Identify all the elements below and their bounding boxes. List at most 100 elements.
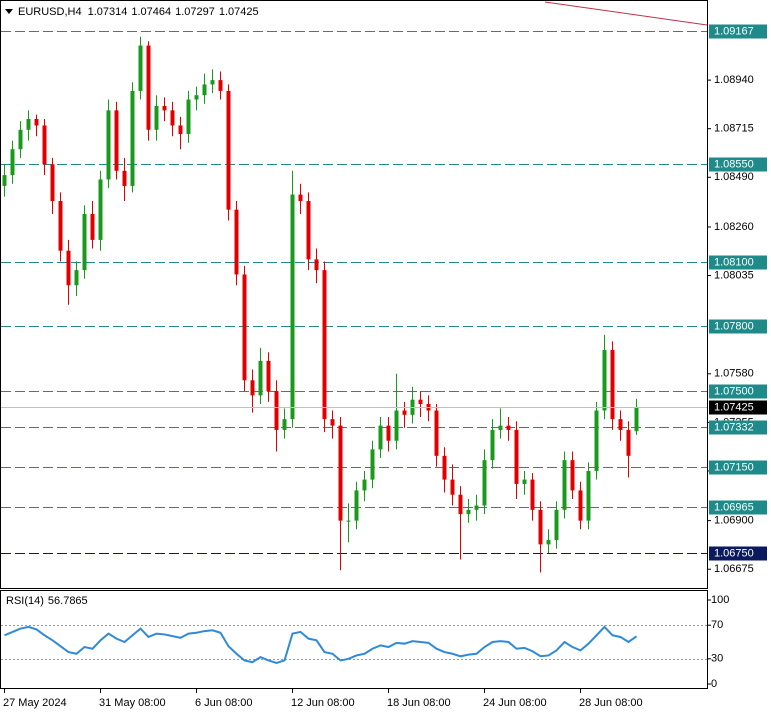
rsi-last: 56.7865	[48, 595, 88, 607]
rsi-title: RSI(14) 56.7865	[6, 595, 88, 607]
candle-body	[26, 118, 31, 130]
candle-body	[578, 490, 583, 521]
high: 1.07464	[131, 6, 171, 18]
candle-body	[610, 350, 615, 420]
level-label: 1.09167	[714, 25, 754, 37]
candle-body	[514, 429, 519, 484]
candle-body	[570, 460, 575, 491]
menu-arrow[interactable]	[5, 9, 13, 14]
y-tick-label: 1.06675	[714, 563, 754, 575]
candle-body	[618, 419, 623, 430]
candle-body	[434, 410, 439, 456]
rsi-y-tick-label: 100	[711, 594, 729, 606]
x-tick-label: 31 May 08:00	[99, 697, 166, 709]
level-label: 1.08100	[714, 256, 754, 268]
candle-body	[98, 179, 103, 240]
x-tick-label: 6 Jun 08:00	[195, 697, 253, 709]
level-label: 1.07500	[714, 385, 754, 397]
candle-body	[346, 520, 351, 522]
candle-body	[218, 80, 223, 91]
candle-body	[602, 350, 607, 411]
close: 1.07425	[219, 6, 259, 18]
open: 1.07314	[88, 6, 128, 18]
candle-body	[458, 494, 463, 515]
candle-body	[258, 360, 263, 396]
low: 1.07297	[175, 6, 215, 18]
level-box	[709, 319, 767, 334]
level-label: 1.06965	[714, 501, 754, 513]
candle-body	[106, 110, 111, 180]
rsi-frame	[0, 590, 708, 689]
level-box	[709, 460, 767, 475]
level-box	[709, 546, 767, 561]
candle-body	[210, 80, 215, 85]
candle-body	[130, 90, 135, 186]
candle-body	[482, 460, 487, 506]
candle-body	[450, 479, 455, 495]
candle-body	[402, 410, 407, 415]
level-label: 1.08550	[714, 158, 754, 170]
candle-body	[466, 509, 471, 515]
rsi-line	[4, 625, 638, 665]
candle-body	[378, 425, 383, 450]
candle-body	[234, 209, 239, 275]
candle-body	[474, 505, 479, 510]
candle-body	[274, 391, 279, 430]
current-price-label: 1.07425	[714, 401, 754, 413]
candle-body	[266, 360, 271, 392]
x-tick-label: 12 Jun 08:00	[291, 697, 355, 709]
y-tick-label: 1.08035	[714, 269, 754, 281]
candle-body	[154, 106, 159, 130]
candle-body	[626, 429, 631, 456]
current-price-box	[709, 400, 767, 415]
candle-body	[18, 129, 23, 150]
candle-body	[114, 110, 119, 171]
candle-body	[530, 479, 535, 510]
candle-body	[370, 449, 375, 480]
candle-body	[186, 99, 191, 135]
candle-body	[138, 45, 143, 91]
rsi-name: RSI(14)	[6, 595, 44, 607]
candle-body	[594, 410, 599, 471]
candle-body	[538, 509, 543, 545]
marks	[1, 31, 707, 573]
candle-body	[194, 95, 199, 100]
candle-body	[162, 106, 167, 111]
level-box	[709, 255, 767, 270]
x-tick-label: 27 May 2024	[3, 697, 67, 709]
level-box	[709, 24, 767, 39]
candle-body	[10, 149, 15, 176]
candle-body	[242, 274, 247, 381]
candle-body	[90, 213, 95, 240]
header: EURUSD,H4 1.07314 1.07464 1.07297 1.07425	[18, 6, 259, 18]
candle-body	[506, 425, 511, 430]
trend-line	[544, 1, 708, 26]
level-box	[709, 420, 767, 435]
candle-body	[146, 45, 151, 130]
candle-body	[306, 201, 311, 260]
candle-body	[498, 425, 503, 430]
candle-body	[66, 250, 71, 286]
level-box	[709, 500, 767, 515]
rsi-y-tick-label: 70	[711, 619, 723, 631]
candle-body	[290, 194, 295, 420]
candle-body	[546, 540, 551, 545]
level-label: 1.06750	[714, 547, 754, 559]
x-tick-label: 18 Jun 08:00	[387, 697, 451, 709]
rsi-y-tick-label: 0	[711, 678, 717, 690]
candle-body	[226, 90, 231, 210]
candle-body	[178, 125, 183, 135]
y-tick-label: 1.06900	[714, 515, 754, 527]
main-frame	[0, 0, 708, 589]
level-label: 1.07800	[714, 320, 754, 332]
candle-body	[586, 470, 591, 521]
candle-body	[394, 410, 399, 441]
candle-body	[58, 201, 63, 251]
candle-body	[522, 479, 527, 484]
y-tick-label: 1.07580	[714, 368, 754, 380]
rsi-y-tick-label: 30	[711, 653, 723, 665]
candle-body	[82, 213, 87, 271]
candle-body	[554, 509, 559, 541]
x-tick-label: 28 Jun 08:00	[579, 697, 643, 709]
